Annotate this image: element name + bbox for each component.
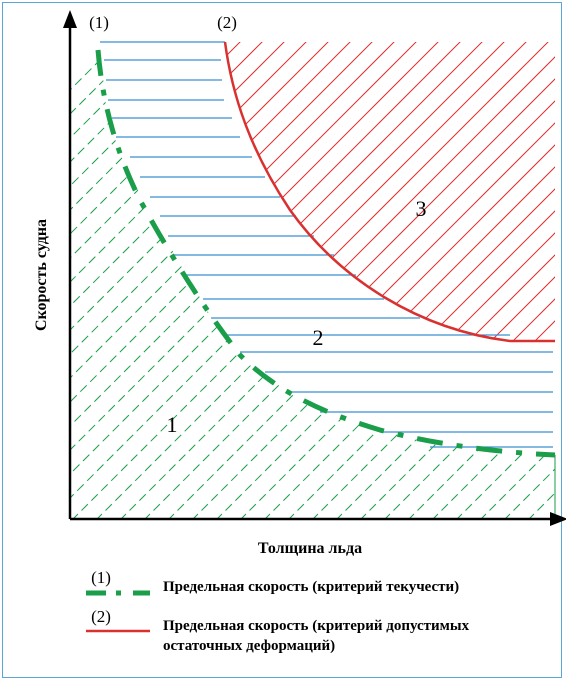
green-hatch-line: [70, 42, 361, 519]
green-hatch-line: [70, 42, 409, 519]
legend-item-1: (1) Предельная скорость (критерий текуче…: [86, 568, 459, 596]
region-1-label: 1: [167, 412, 178, 437]
green-hatch-line: [511, 42, 555, 519]
green-hatch-line: [223, 42, 555, 519]
legend-item-1-text: Предельная скорость (критерий текучести): [163, 579, 459, 595]
red-hatch-line: [225, 42, 363, 341]
green-hatch-line: [70, 42, 481, 519]
red-hatch-line: [361, 42, 555, 341]
red-hatch-line: [225, 42, 297, 341]
red-hatch-line: [317, 42, 555, 341]
legend-item-2: (2) Предельная скорость (критерий допуст…: [86, 607, 470, 654]
region-3-hatch: [225, 30, 566, 360]
red-hatch-line: [560, 30, 566, 360]
green-hatch-line: [295, 42, 555, 519]
x-axis-arrow-icon: [550, 512, 566, 526]
green-hatch-line: [391, 42, 555, 519]
x-axis-label: Толщина льда: [258, 540, 362, 557]
red-hatch-line: [225, 42, 385, 341]
green-hatch-line: [439, 42, 555, 519]
red-hatch-line: [405, 42, 555, 341]
green-hatch-line: [70, 42, 433, 519]
curve-2-top-label: (2): [217, 13, 237, 32]
region-2-hatch: [100, 41, 553, 448]
green-hatch-line: [535, 42, 555, 519]
legend-item-2-text-line1: Предельная скорость (критерий допустимых: [163, 618, 470, 634]
green-hatch-line: [560, 40, 566, 560]
red-hatch-line: [537, 42, 555, 341]
red-hatch-line: [449, 42, 555, 341]
green-hatch-line: [367, 42, 555, 519]
green-hatch-line: [175, 42, 555, 519]
red-hatch-line: [295, 42, 555, 341]
red-hatch-line: [383, 42, 555, 341]
green-hatch-line: [70, 42, 337, 519]
red-hatch-line: [225, 42, 451, 341]
red-hatch-line: [225, 42, 319, 341]
green-hatch-line: [415, 42, 555, 519]
red-hatch-line: [225, 42, 517, 341]
region-1-hatch: [70, 40, 566, 560]
curve-2-residual: [223, 41, 555, 343]
legend-item-2-marker: (2): [91, 607, 111, 626]
region-3-label: 3: [416, 196, 427, 221]
curve-1-yield: [95, 49, 556, 458]
red-hatch-line: [427, 42, 555, 341]
legend-item-1-marker: (1): [91, 568, 111, 587]
green-hatch-line: [199, 42, 555, 519]
green-hatch-line: [70, 42, 385, 519]
red-hatch-line: [225, 42, 539, 341]
red-hatch-line: [225, 42, 495, 341]
green-hatch-line: [70, 42, 121, 519]
red-hatch-line: [225, 42, 341, 341]
curve-1-top-label: (1): [89, 13, 109, 32]
red-hatch-line: [493, 42, 555, 341]
green-hatch-line: [319, 42, 555, 519]
y-axis-arrow-icon: [63, 10, 77, 28]
y-axis-label: Скорость судна: [33, 219, 50, 331]
green-hatch-line: [70, 42, 457, 519]
region-2-label: 2: [313, 325, 324, 350]
red-hatch-line: [225, 42, 473, 341]
red-hatch-line: [471, 42, 555, 341]
red-hatch-line: [515, 42, 555, 341]
green-hatch-line: [463, 42, 555, 519]
green-hatch-line: [271, 42, 555, 519]
legend: (1) Предельная скорость (критерий текуче…: [86, 568, 470, 654]
legend-item-2-text-line2: остаточных деформаций): [163, 638, 335, 654]
